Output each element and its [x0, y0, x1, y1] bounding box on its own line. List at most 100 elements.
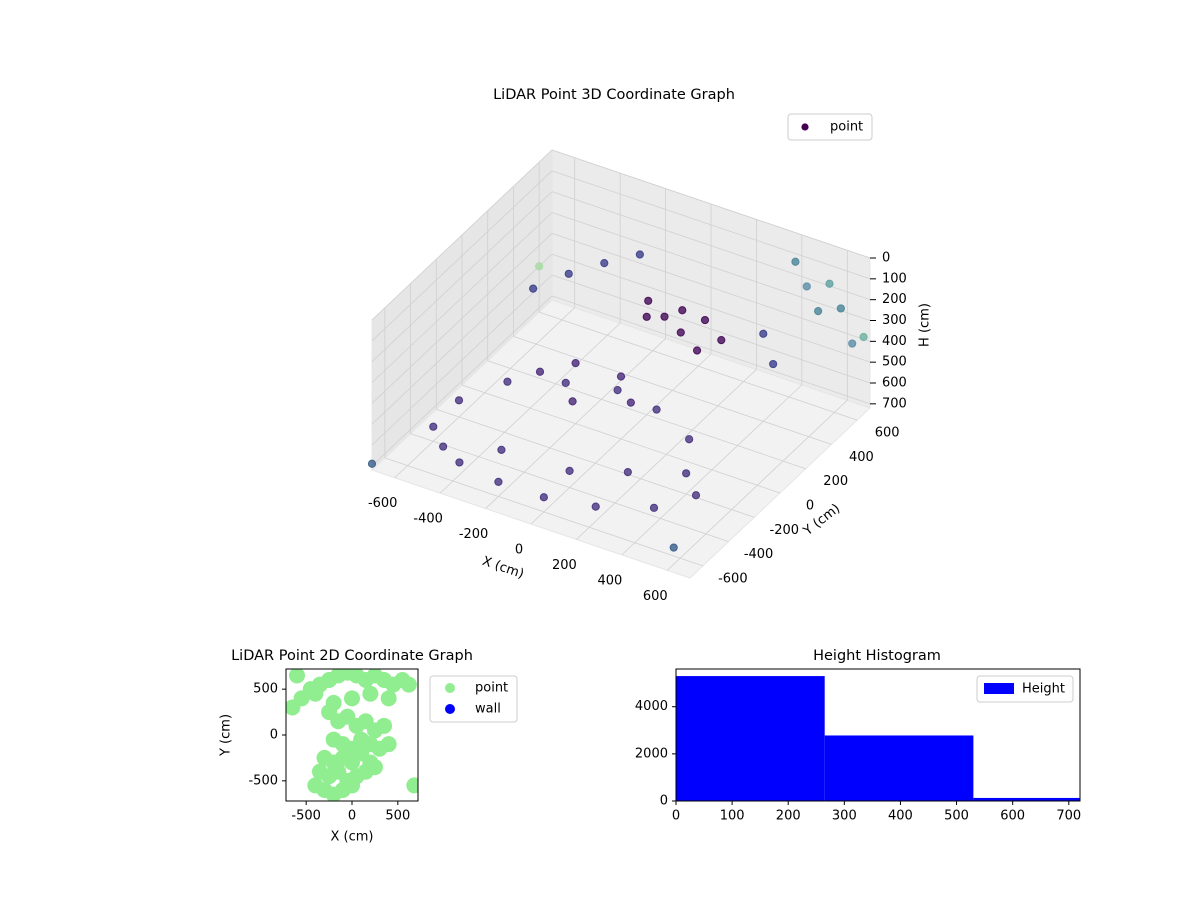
- grid-line: [513, 336, 832, 445]
- axes-frame: [675, 668, 1081, 802]
- y-tick-label: 400: [849, 450, 874, 465]
- grid-line: [371, 233, 553, 404]
- point: [406, 777, 418, 794]
- x-tick-label: -400: [413, 512, 443, 527]
- point: [678, 306, 687, 315]
- point: [859, 332, 868, 342]
- chart-title: Height Histogram: [813, 648, 941, 664]
- point: [455, 458, 464, 467]
- x-tick-label: 400: [597, 573, 622, 588]
- grid-line: [551, 295, 871, 405]
- chart-title: LiDAR Point 3D Coordinate Graph: [493, 87, 735, 103]
- legend-marker: [984, 683, 1014, 694]
- point: [626, 398, 635, 407]
- z-tick-label: 500: [882, 355, 907, 370]
- point: [836, 304, 845, 313]
- point: [623, 468, 632, 477]
- grid-line: [371, 295, 553, 467]
- plot-area: [676, 676, 1080, 801]
- point: [848, 339, 857, 348]
- x-tick-label: 0: [348, 809, 356, 824]
- grid-line: [551, 274, 871, 384]
- point: [635, 250, 644, 259]
- point: [565, 466, 574, 476]
- legend-marker: [801, 123, 809, 131]
- point: [503, 377, 512, 386]
- point: [497, 445, 506, 454]
- point: [376, 717, 393, 734]
- grid-line: [371, 170, 553, 342]
- point: [616, 372, 626, 381]
- point: [564, 269, 573, 278]
- legend-marker: [445, 704, 455, 714]
- point: [494, 477, 503, 486]
- point: [380, 690, 397, 707]
- grid-line: [461, 384, 781, 494]
- grid-line: [551, 212, 871, 321]
- point: [571, 359, 580, 368]
- grid-line: [371, 253, 553, 425]
- y-tick-label: 600: [875, 426, 900, 441]
- grid-line: [371, 149, 553, 321]
- point: [529, 284, 538, 293]
- point: [644, 296, 653, 305]
- z-axis-label: H (cm): [918, 303, 933, 347]
- grid-line: [551, 149, 871, 259]
- grid-line: [539, 311, 858, 421]
- grid-line: [371, 191, 553, 362]
- point: [802, 282, 811, 291]
- z-tick-label: 200: [882, 292, 907, 307]
- point: [362, 685, 379, 702]
- point: [791, 257, 800, 266]
- z-tick-label: 700: [882, 396, 907, 411]
- point: [539, 493, 548, 502]
- point: [344, 690, 360, 707]
- grid-line: [410, 433, 729, 542]
- grid-line: [436, 408, 755, 518]
- point: [769, 359, 778, 369]
- point: [613, 386, 622, 395]
- plot-area: [286, 669, 418, 801]
- point: [367, 459, 377, 468]
- point: [700, 315, 710, 325]
- x-tick-label: 500: [385, 809, 410, 824]
- z-tick-label: 600: [882, 376, 907, 391]
- z-tick-label: 100: [882, 271, 907, 286]
- point: [825, 279, 834, 288]
- x-tick-label: -500: [291, 809, 321, 824]
- x-tick-label: 600: [643, 589, 668, 604]
- y-tick-label: 4000: [635, 699, 668, 714]
- y-tick-label: 0: [270, 728, 278, 743]
- x-tick-label: 700: [1056, 809, 1081, 824]
- z-tick-label: 0: [882, 251, 890, 266]
- y-axis-label: Y (cm): [219, 714, 234, 757]
- legend-marker: [445, 683, 455, 693]
- y-tick-label: -400: [744, 547, 774, 562]
- bar: [676, 676, 825, 801]
- point: [535, 367, 545, 376]
- y-tick-label: -200: [770, 523, 800, 538]
- legend-box: [787, 113, 873, 141]
- x-tick-label: 500: [944, 809, 969, 824]
- point: [652, 405, 661, 414]
- y-tick-label: 500: [253, 682, 278, 697]
- point: [660, 312, 669, 321]
- point: [535, 262, 544, 271]
- point: [400, 676, 417, 693]
- x-tick-label: 0: [672, 809, 680, 824]
- grid-line: [371, 212, 553, 383]
- point: [561, 378, 570, 387]
- grid-line: [551, 170, 871, 280]
- point: [676, 328, 685, 337]
- y-tick-label: 200: [823, 474, 848, 489]
- x-tick-label: 100: [720, 809, 745, 824]
- y-tick-label: -500: [248, 773, 278, 788]
- z-tick-label: 400: [882, 334, 907, 349]
- point: [380, 736, 397, 753]
- point: [429, 422, 438, 431]
- legend-label: Height: [1022, 682, 1065, 697]
- chart-title: LiDAR Point 2D Coordinate Graph: [231, 648, 473, 664]
- x-axis-label: X (cm): [480, 554, 526, 582]
- grid-line: [371, 274, 553, 446]
